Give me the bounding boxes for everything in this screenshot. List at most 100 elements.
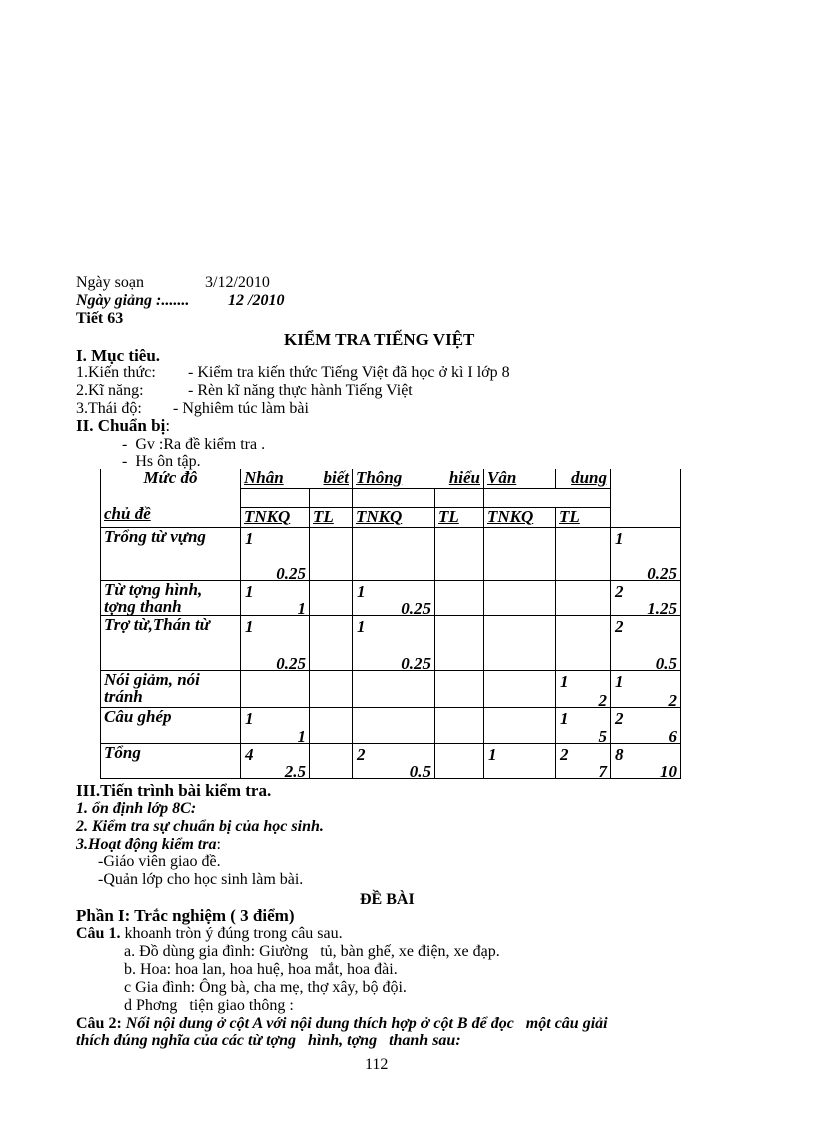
value-cell: 1 0.25 (240, 526, 310, 583)
page-title: KIỂM TRA TIẾNG VIỆT (284, 330, 475, 349)
topic-cell: Tổng (100, 742, 241, 779)
score: 2 (668, 690, 678, 710)
value-cell (483, 669, 556, 708)
question-count: 1 (357, 616, 366, 636)
question-count: 2 (615, 616, 624, 636)
value-cell (240, 669, 310, 708)
value-cell: 1 0.25 (352, 579, 435, 617)
score: 2 (598, 690, 608, 710)
text: - Nghiêm túc làm bài (173, 400, 309, 417)
level-cell: Nhân (240, 469, 310, 489)
blank-cell (434, 488, 484, 507)
label: Câu 2: (76, 1015, 122, 1032)
subcol-label: TL (313, 506, 334, 526)
score: 2.5 (284, 761, 306, 781)
level-cell: Vân (483, 468, 556, 489)
subcol-header: TL (555, 506, 611, 528)
topic-cell: Trổng từ vựng (100, 526, 241, 581)
text: - Rèn kĩ năng thực hành Tiếng Việt (188, 382, 413, 399)
subcol-label: TNKQ (244, 506, 291, 526)
subcol-header: TL (434, 506, 484, 528)
value-cell (434, 742, 484, 779)
table-row: Nói giảm, nói tránh 1 2 1 2 (100, 669, 681, 710)
total-cell: 8 10 (610, 742, 681, 780)
colon: : (216, 836, 221, 853)
question-count: 2 (615, 708, 624, 728)
chuan-bi-1: - Gv :Ra đề kiểm tra . (122, 436, 266, 453)
chuan-bi-2: - Hs ôn tập. (122, 453, 201, 470)
colon: : (165, 416, 171, 435)
subcol-label: TNKQ (487, 506, 534, 526)
level-label: dung (571, 468, 607, 487)
question-count: 1 (245, 616, 254, 636)
option-b: b. Hoa: hoa lan, hoa huệ, hoa mắt, hoa đ… (124, 961, 398, 978)
step-1: 1. ổn định lớp 8C: (76, 800, 197, 817)
corner-bottom: chủ đề (104, 504, 151, 523)
value-cell (309, 706, 353, 744)
score: 1 (297, 726, 307, 746)
value-cell (483, 614, 556, 671)
score: 7 (598, 761, 608, 781)
value-cell (434, 706, 484, 744)
value: 12 /2010 (228, 292, 285, 309)
label: 3.Thái độ: (76, 400, 142, 417)
blank-cell (309, 488, 353, 507)
cau-2: Câu 2: Nối nội dung ở cột A với nội dung… (76, 1015, 608, 1033)
page-number: 112 (365, 1056, 389, 1073)
table-row: Trổng từ vựng 1 0.25 1 0.25 (100, 526, 681, 583)
value-cell (483, 579, 556, 616)
subcol-label: TL (559, 506, 580, 526)
label: 1.Kiến thức: (76, 364, 156, 381)
table-row: Trợ từ,Thán từ 1 0.25 1 0.25 2 0.5 (100, 614, 681, 673)
value-cell (434, 579, 484, 616)
option-a: a. Đồ dùng gia đình: Giường tủ, bàn ghế,… (124, 943, 500, 960)
topic-cell: Nói giảm, nói tránh (100, 669, 241, 708)
table-row: Câu ghép 1 1 1 5 2 6 (100, 706, 681, 746)
total-cell: 2 0.5 (610, 614, 681, 673)
cau-1: Câu 1. khoanh tròn ý đúng trong câu sau. (76, 925, 343, 943)
value-cell: 2 0.5 (352, 742, 435, 780)
question-count: 2 (560, 744, 569, 764)
option-c: c Gia đình: Ông bà, cha mẹ, thợ xây, bộ … (124, 979, 407, 996)
step-2: 2. Kiểm tra sự chuẩn bị của học sinh. (76, 818, 324, 835)
subcol-header: TL (309, 506, 353, 528)
score: 5 (598, 726, 608, 746)
score: 0.5 (655, 653, 677, 673)
value-cell (434, 669, 484, 708)
tien-trinh-heading: III.Tiến trình bài kiểm tra. (76, 781, 272, 800)
value-cell (309, 669, 353, 708)
header-row-blank (101, 488, 681, 508)
topic-cell: Câu ghép (100, 706, 241, 744)
heading: II. Chuẩn bị (76, 416, 166, 435)
ngay-giang: Ngày giảng :....... 12 /2010 (76, 292, 284, 310)
total-cell: 2 1.25 (610, 579, 681, 617)
question-count: 1 (245, 581, 254, 601)
value-cell (352, 706, 435, 744)
matrix-table: Mức đô chủ đề Nhân biết Thông hiểu Vân dung TNKQ… (100, 468, 681, 781)
value-cell (309, 742, 353, 779)
question-count: 8 (615, 744, 624, 764)
question-count: 1 (560, 708, 569, 728)
level-label: Thông (356, 468, 403, 487)
question-count: 1 (488, 744, 497, 764)
tiet: Tiết 63 (76, 310, 124, 327)
score: 0.25 (276, 563, 306, 583)
question-count: 1 (615, 528, 624, 548)
question-count: 4 (245, 744, 254, 764)
score: 0.25 (401, 653, 431, 673)
label: Ngày giảng :....... (76, 292, 190, 309)
text: - Kiểm tra kiến thức Tiếng Việt đã học ở… (188, 364, 510, 381)
level-label: hiểu (448, 468, 480, 487)
cau-2-line-2: thích đúng nghĩa của các từ tợng hình, t… (76, 1032, 461, 1049)
question-count: 1 (245, 708, 254, 728)
question-count: 2 (615, 581, 624, 601)
blank-cell (352, 488, 435, 507)
score: 0.25 (276, 653, 306, 673)
level-label: Vân (487, 468, 517, 487)
value-cell (309, 526, 353, 581)
